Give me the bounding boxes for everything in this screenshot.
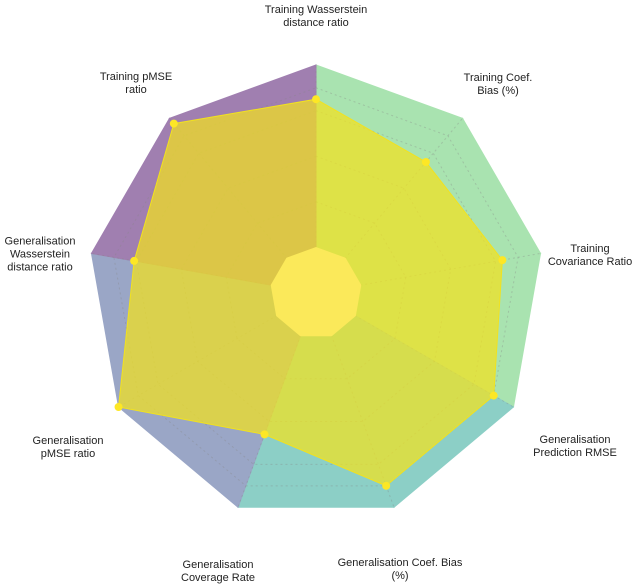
data-point xyxy=(498,256,507,265)
axis-label: Training Wasserstein distance ratio xyxy=(264,4,368,29)
data-point xyxy=(260,430,269,439)
axis-label: Generalisation Coef. Bias (%) xyxy=(337,557,463,582)
hub xyxy=(270,247,362,337)
axis-label: Generalisation Coverage Rate xyxy=(181,559,255,584)
data-point xyxy=(169,119,178,128)
grid-ring xyxy=(113,87,519,487)
data-point xyxy=(382,481,391,490)
axis-label: Generalisation Prediction RMSE xyxy=(533,434,617,459)
axis-label: Generalisation pMSE ratio xyxy=(32,435,104,460)
axis-label: Training pMSE ratio xyxy=(99,71,173,96)
axis-label: Generalisation Wasserstein distance rati… xyxy=(4,235,76,274)
data-point xyxy=(114,403,123,411)
data-point xyxy=(489,391,498,400)
axis-label: Training Covariance Ratio xyxy=(547,243,633,268)
data-point xyxy=(130,256,139,265)
axis-label: Training Coef. Bias (%) xyxy=(463,72,533,97)
data-point xyxy=(312,95,320,104)
data-point xyxy=(421,158,430,167)
